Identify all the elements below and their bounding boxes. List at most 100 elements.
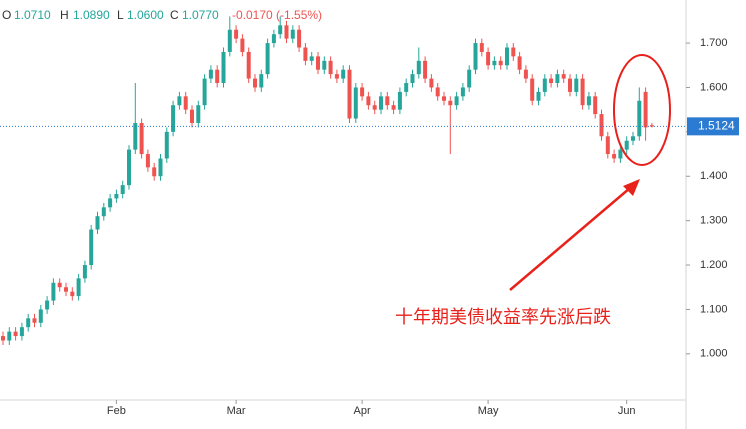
close-value: 1.0770 xyxy=(182,8,219,22)
y-tick-label: 1.700 xyxy=(700,37,728,49)
open-value: 1.0710 xyxy=(14,8,51,22)
high-value: 1.0890 xyxy=(73,8,110,22)
change-value: -0.0170 (-1.55%) xyxy=(232,8,322,22)
candle-body xyxy=(593,96,598,115)
candle-body xyxy=(271,34,276,44)
candle-body xyxy=(158,158,163,177)
candle-body xyxy=(303,47,308,61)
candle-body xyxy=(599,114,604,137)
candle-body xyxy=(505,47,509,66)
candle-body xyxy=(89,229,94,266)
candle-body xyxy=(511,47,516,57)
candle-body xyxy=(190,109,194,123)
candle-body xyxy=(164,131,169,159)
candle-body xyxy=(152,167,157,177)
candle-body xyxy=(479,43,484,52)
candle-body xyxy=(429,78,434,88)
candle-body xyxy=(183,96,188,110)
candle-body xyxy=(397,91,402,110)
candle-body xyxy=(51,282,56,301)
candle-body xyxy=(492,60,497,66)
candle-body xyxy=(372,105,377,110)
candle-body xyxy=(127,149,131,186)
candle-body xyxy=(360,87,365,97)
y-tick-label: 1.600 xyxy=(700,81,728,93)
close-label: C xyxy=(170,8,179,22)
candle-body xyxy=(64,287,68,292)
x-tick-label: Feb xyxy=(107,405,126,417)
candle-body xyxy=(45,300,50,310)
candle-body xyxy=(542,78,547,92)
candle-body xyxy=(240,38,245,52)
open-label: O xyxy=(2,8,11,22)
candle-body xyxy=(259,74,264,88)
candle-body xyxy=(133,122,138,150)
candle-body xyxy=(498,60,503,66)
arrow-head xyxy=(623,179,640,196)
candle-body xyxy=(391,105,396,110)
low-label: L xyxy=(117,8,124,22)
low-value: 1.0600 xyxy=(127,8,164,22)
candle-body xyxy=(208,69,213,79)
candle-body xyxy=(202,78,207,106)
candle-body xyxy=(555,74,560,84)
candle-body xyxy=(108,198,113,208)
candle-body xyxy=(26,318,31,328)
candle-body xyxy=(82,265,87,279)
candle-body xyxy=(177,96,182,106)
candle-body xyxy=(13,331,18,337)
candle-body xyxy=(442,96,446,101)
x-tick-label: Jun xyxy=(618,405,636,417)
candle-body xyxy=(19,327,24,337)
candle-body xyxy=(76,278,81,297)
candle-body xyxy=(631,136,635,141)
x-tick-label: May xyxy=(478,405,499,417)
candle-body xyxy=(297,29,302,48)
candle-body xyxy=(624,140,629,150)
x-tick-label: Apr xyxy=(354,405,371,417)
candle-body xyxy=(32,318,37,323)
ohlc-header: O 1.0710 H 1.0890 L 1.0600 C 1.0770 -0.0… xyxy=(2,8,322,22)
candle-body xyxy=(379,96,383,110)
candle-body xyxy=(618,149,623,159)
candle-body xyxy=(114,194,119,199)
candle-body xyxy=(486,51,491,66)
candle-body xyxy=(341,69,346,79)
candle-body xyxy=(221,51,226,84)
candle-body xyxy=(353,87,358,119)
candle-body xyxy=(309,56,314,61)
candle-body xyxy=(568,78,572,92)
candle-body xyxy=(101,207,106,217)
candle-body xyxy=(435,87,440,97)
y-tick-label: 1.400 xyxy=(700,170,728,182)
candle-body xyxy=(215,69,220,84)
candle-body xyxy=(171,105,176,132)
candle-body xyxy=(423,60,428,79)
y-tick-label: 1.200 xyxy=(700,259,728,271)
candle-body xyxy=(316,56,320,70)
last-price-label: 1.5124 xyxy=(698,119,735,133)
y-tick-label: 1.000 xyxy=(700,348,728,360)
candle-body xyxy=(7,331,12,341)
candle-body xyxy=(227,29,232,52)
candle-body xyxy=(404,83,409,92)
candle-body xyxy=(574,78,579,92)
candle-body xyxy=(334,74,339,79)
candle-body xyxy=(612,154,617,159)
candle-body xyxy=(637,100,642,137)
candle-body xyxy=(70,291,75,297)
candle-body xyxy=(347,69,352,119)
candle-body xyxy=(145,154,150,168)
candle-body xyxy=(196,105,201,123)
candle-body xyxy=(284,25,289,39)
candle-body xyxy=(265,43,270,75)
arrow-shaft xyxy=(509,187,631,291)
candle-body xyxy=(328,60,333,75)
candle-body xyxy=(38,309,43,323)
candle-body xyxy=(643,91,648,128)
candle-body xyxy=(385,96,390,106)
candle-body xyxy=(246,51,251,79)
candle-body xyxy=(454,96,459,106)
candle-body xyxy=(561,74,566,79)
